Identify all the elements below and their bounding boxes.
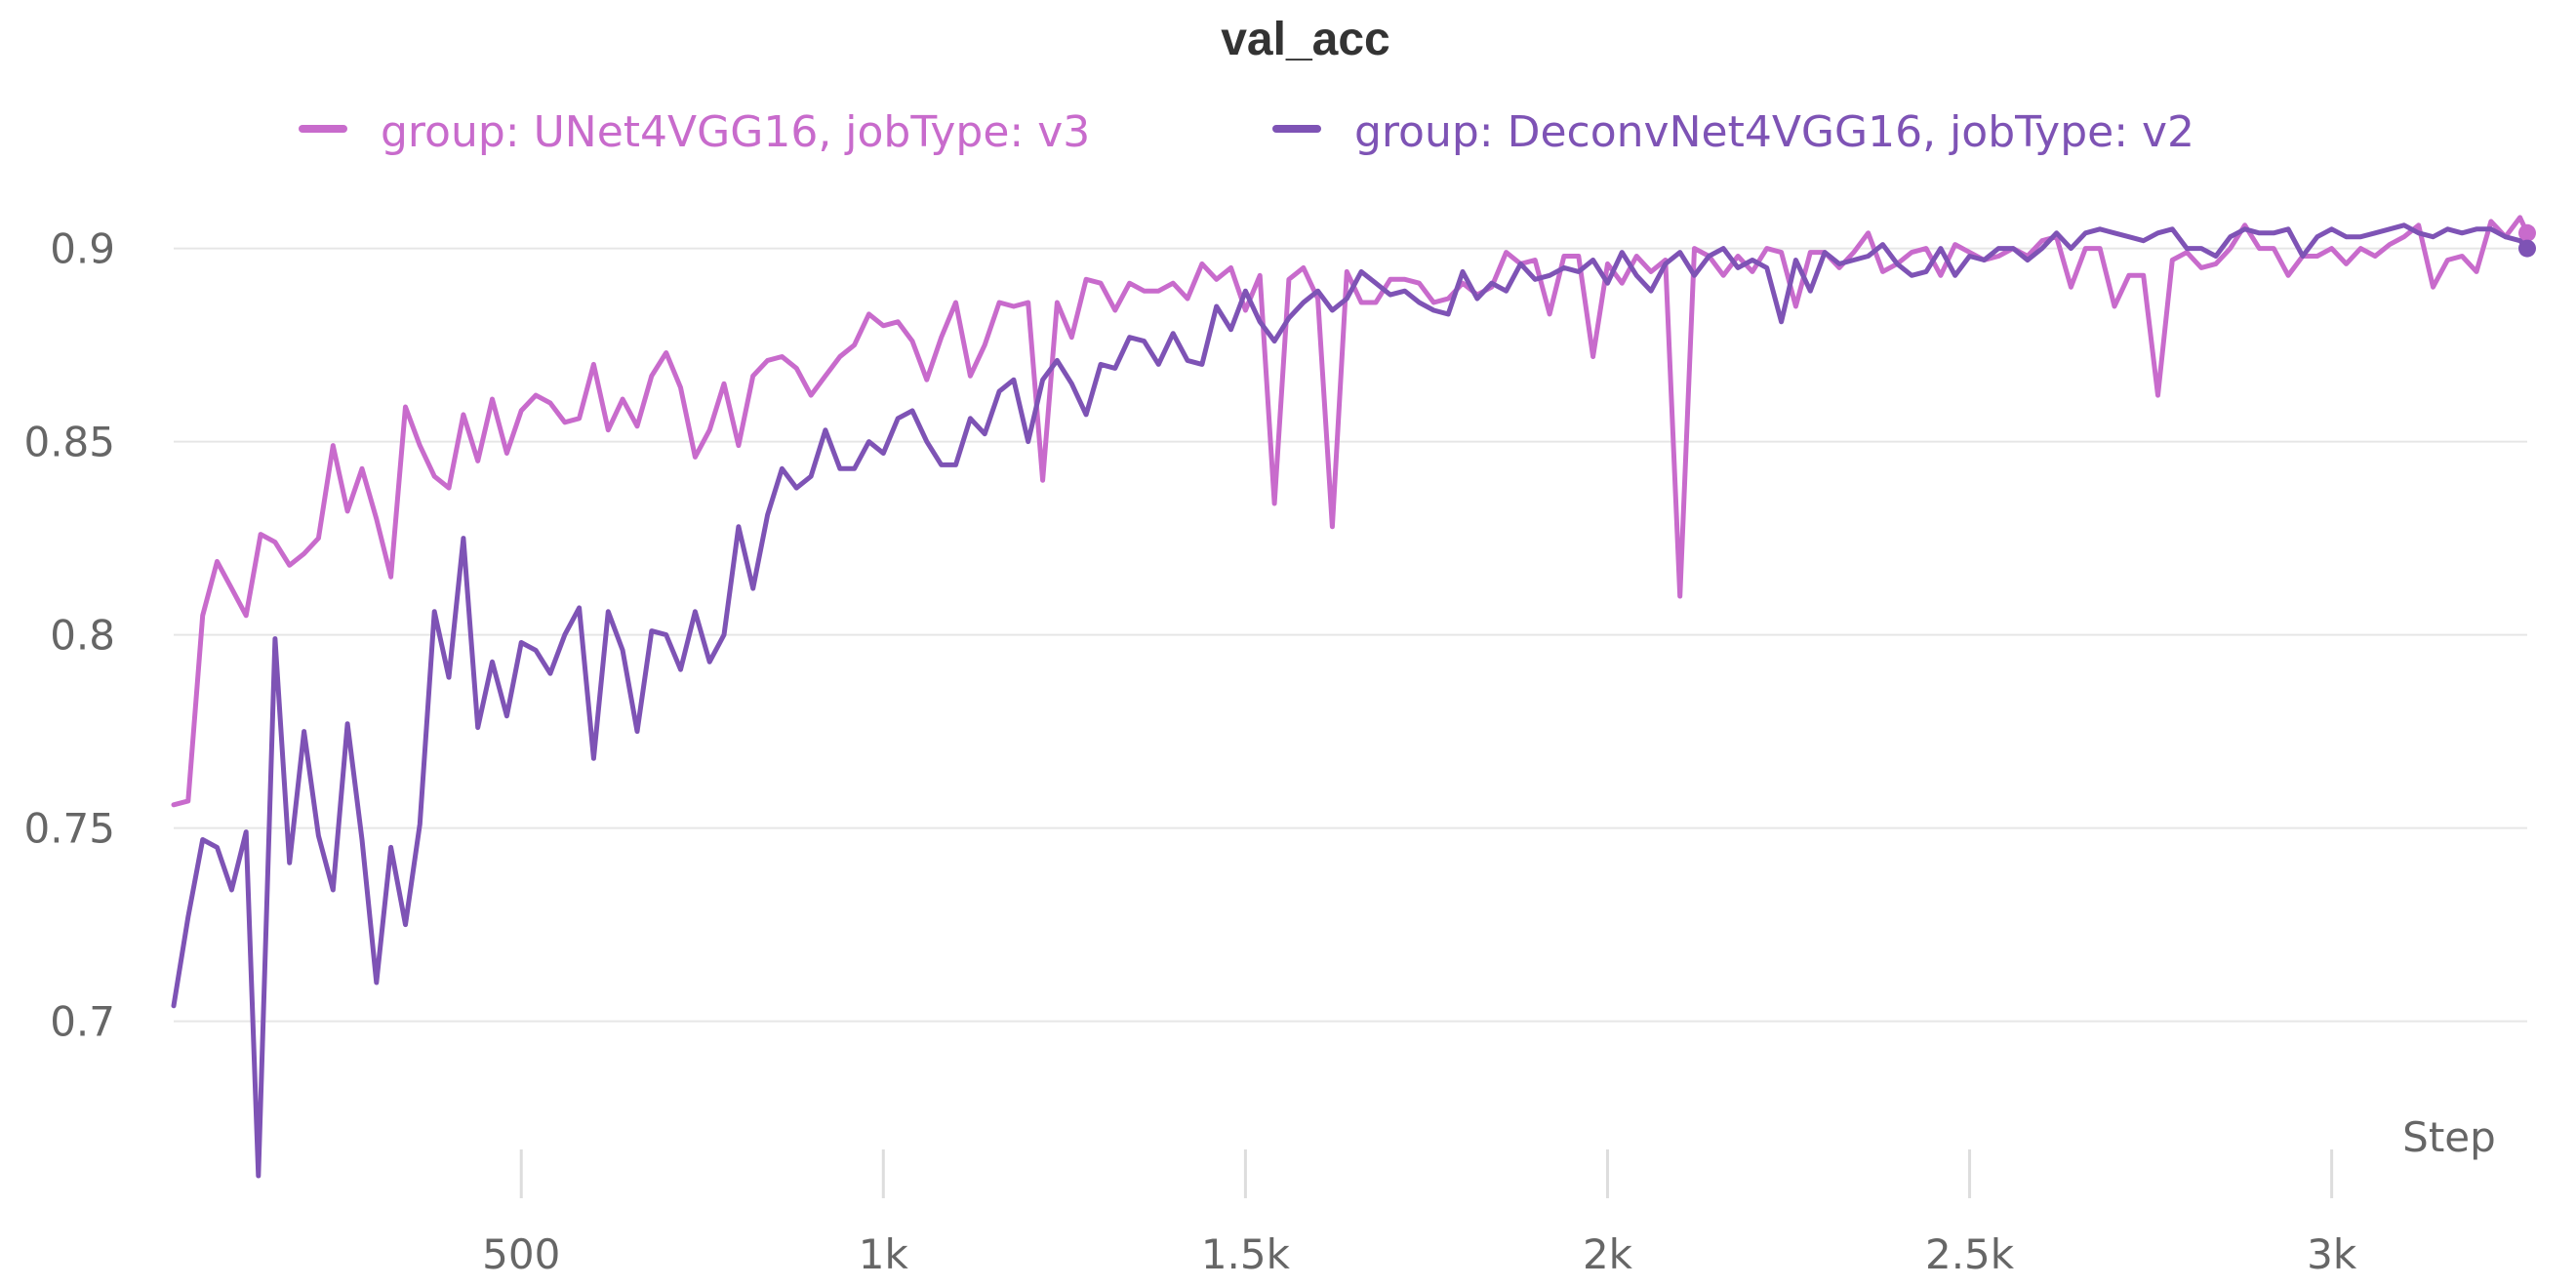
x-tick-label-3: 2k: [1583, 1230, 1633, 1278]
y-tick-label-3: 0.85: [23, 419, 115, 466]
legend-item-unet[interactable]: group: UNet4VGG16, jobType: v3: [299, 107, 1090, 157]
grid-lines: [174, 247, 2527, 1023]
y-tick-label-2: 0.8: [50, 612, 115, 660]
series-line-deconvnet[interactable]: [171, 222, 2530, 1179]
series-line-unet[interactable]: [171, 215, 2530, 808]
legend: group: UNet4VGG16, jobType: v3 group: De…: [299, 107, 2194, 157]
plot-area[interactable]: [171, 215, 2536, 1179]
x-tick-label-2: 1.5k: [1201, 1230, 1291, 1278]
x-tick-label-4: 2.5k: [1925, 1230, 2015, 1278]
x-axis-label: Step: [2402, 1113, 2496, 1161]
series-endpoint-deconvnet[interactable]: [2518, 239, 2536, 258]
x-tick-label-5: 3k: [2307, 1230, 2357, 1278]
y-tick-label-1: 0.75: [23, 805, 115, 853]
x-axis-ticks: 500 1k 1.5k 2k 2.5k 3k: [482, 1149, 2357, 1278]
y-tick-label-4: 0.9: [50, 225, 115, 273]
series-endpoint-unet[interactable]: [2518, 223, 2536, 242]
y-tick-label-0: 0.7: [50, 998, 115, 1046]
legend-item-deconvnet[interactable]: group: DeconvNet4VGG16, jobType: v2: [1272, 107, 2194, 157]
legend-label-deconvnet: group: DeconvNet4VGG16, jobType: v2: [1354, 107, 2194, 157]
x-tick-label-0: 500: [482, 1230, 560, 1278]
y-axis-ticks: 0.7 0.75 0.8 0.85 0.9: [23, 225, 115, 1046]
legend-label-unet: group: UNet4VGG16, jobType: v3: [381, 107, 1090, 157]
x-tick-label-1: 1k: [859, 1230, 909, 1278]
chart-title: val_acc: [1221, 14, 1390, 65]
